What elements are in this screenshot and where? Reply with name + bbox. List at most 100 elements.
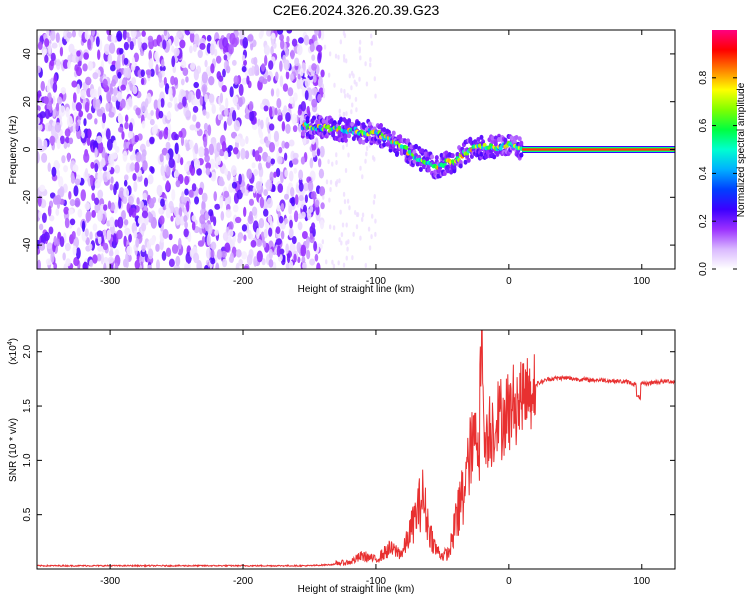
heatmap-cell [48, 42, 52, 55]
heatmap-cell [221, 258, 228, 268]
heatmap-cell [327, 72, 331, 78]
heatmap-cell [263, 105, 269, 112]
heatmap-cell [129, 82, 133, 92]
heatmap-cell [337, 260, 340, 266]
heatmap-cell [479, 134, 484, 140]
heatmap-cell [47, 162, 51, 172]
heatmap-cell [231, 59, 237, 66]
heatmap-cell [162, 228, 169, 239]
heatmap-cell [335, 152, 338, 158]
heatmap-cell [157, 98, 162, 110]
heatmap-cell [339, 209, 342, 215]
heatmap-cell [282, 83, 289, 92]
chart-title: C2E6.2024.326.20.39.G23 [272, 2, 440, 18]
heatmap-cell [309, 157, 314, 169]
heatmap-cell [253, 169, 259, 177]
heatmap-cell [108, 111, 115, 118]
heatmap-cell [246, 254, 253, 266]
heatmap-cell [265, 179, 273, 192]
heatmap-cell [286, 35, 290, 43]
heatmap-cell [370, 40, 374, 46]
heatmap-cell [256, 250, 263, 263]
heatmap-cell [189, 31, 195, 43]
x-tick-label: -300 [100, 576, 120, 587]
heatmap-cell [47, 205, 52, 217]
heatmap-cell [258, 162, 262, 171]
heatmap-cell [201, 71, 208, 84]
heatmap-cell [267, 131, 272, 142]
heatmap-cell [182, 67, 189, 76]
heatmap-cell [286, 252, 291, 264]
heatmap-cell [203, 136, 208, 148]
heatmap-cell [128, 207, 134, 216]
heatmap-cell [173, 77, 179, 86]
heatmap-cell [317, 93, 322, 103]
heatmap-cell [422, 164, 427, 170]
heatmap-cell [158, 72, 163, 83]
heatmap-cell [305, 118, 310, 124]
heatmap-cell [174, 142, 179, 155]
heatmap-cell [232, 95, 239, 105]
heatmap-cell [199, 95, 204, 106]
heatmap-cell [231, 110, 237, 122]
heatmap-cell [353, 209, 357, 215]
colorbar-tick-label: 0.2 [698, 214, 709, 228]
heatmap-cell [199, 42, 206, 50]
heatmap-cell [177, 103, 184, 110]
heatmap-cell [290, 187, 295, 197]
heatmap-cell [335, 160, 338, 166]
heatmap-cell [497, 137, 502, 143]
heatmap-cell [220, 250, 227, 258]
heatmap-cell [88, 243, 93, 250]
heatmap-cell [250, 41, 254, 51]
heatmap-cell [458, 163, 463, 169]
heatmap-cell [301, 230, 308, 240]
heatmap-cell [361, 212, 365, 218]
heatmap-cell [216, 249, 223, 260]
heatmap-cell [52, 109, 56, 118]
heatmap-cell [344, 168, 348, 174]
heatmap-cell [118, 196, 122, 209]
heatmap-cell [321, 118, 326, 124]
heatmap-cell [168, 157, 175, 169]
heatmap-cell [84, 101, 90, 113]
heatmap-cell [172, 65, 177, 74]
heatmap-cell [215, 55, 222, 64]
heatmap-cell [59, 46, 64, 57]
heatmap-cell [184, 221, 188, 229]
heatmap-cell [241, 251, 248, 260]
heatmap-cell [234, 216, 242, 224]
heatmap-cell [206, 234, 211, 246]
heatmap-cell [166, 165, 171, 176]
heatmap-cell [285, 123, 291, 134]
heatmap-cell [304, 194, 308, 204]
heatmap-cell [165, 152, 170, 161]
heatmap-cell [305, 238, 310, 249]
heatmap-cell [247, 229, 252, 240]
heatmap-cell [225, 97, 229, 110]
heatmap-cell [205, 167, 211, 176]
heatmap-cell [86, 136, 91, 146]
heatmap-cell [310, 134, 315, 140]
y-tick-label: 0.5 [22, 507, 33, 521]
heatmap-cell [114, 248, 120, 257]
heatmap-cell [229, 86, 234, 98]
heatmap-cell [126, 83, 130, 93]
heatmap-cell [193, 252, 200, 264]
heatmap-cell [337, 129, 342, 135]
heatmap-cell [158, 207, 163, 215]
heatmap-cell [251, 206, 258, 216]
heatmap-cell [59, 236, 65, 248]
heatmap-cell [291, 113, 298, 125]
heatmap-cell [91, 210, 96, 218]
heatmap-cell [342, 53, 346, 59]
heatmap-cell [255, 180, 262, 191]
heatmap-cell [284, 141, 290, 149]
heatmap-cell [254, 150, 260, 162]
heatmap-cell [263, 189, 268, 196]
heatmap-cell [60, 87, 67, 95]
heatmap-cell [94, 162, 99, 173]
heatmap-cell [205, 247, 212, 259]
heatmap-cell [192, 114, 197, 122]
heatmap-cells [37, 30, 675, 269]
